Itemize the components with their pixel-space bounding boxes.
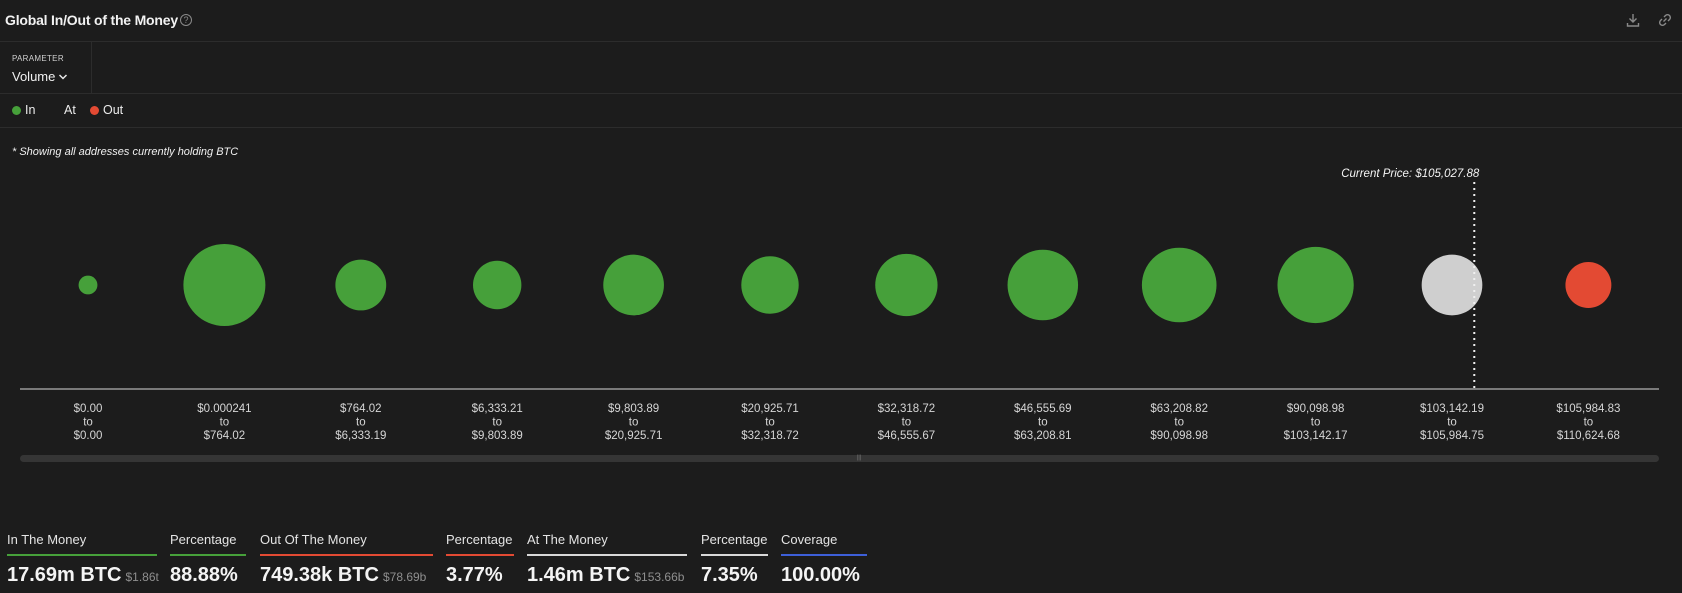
stat-label: Percentage [170,532,237,547]
stat-label: At The Money [527,532,608,547]
legend-item-out[interactable]: Out [103,103,124,117]
tick-label: $103,142.17 [1284,430,1348,442]
page-title: Global In/Out of the Money [5,12,178,28]
tick-label: $63,208.81 [1014,430,1072,442]
legend: In At Out [0,94,1682,128]
parameter-bar: PARAMETER Volume [0,42,1682,94]
scrollbar-grip-icon[interactable]: ||| [856,455,862,461]
bubble-0[interactable] [78,275,98,295]
tick-label: $46,555.67 [878,430,936,442]
bubble-3[interactable] [473,260,522,310]
tick-label: $32,318.72 [741,430,799,442]
tick-label: $0.00 [74,403,103,415]
bubble-5[interactable] [741,256,799,314]
stat-subvalue: $153.66b [634,570,685,584]
bubble-2[interactable] [335,259,387,311]
chart-note: * Showing all addresses currently holdin… [12,146,239,158]
stat-value: 17.69m BTC $1.86t [7,564,159,586]
tick-label: to [356,417,366,429]
tick-label: $63,208.82 [1150,403,1208,415]
stat-label: In The Money [7,532,87,547]
legend-item-at[interactable]: At [64,103,76,117]
bubble-4[interactable] [603,254,664,316]
legend-dot-out [90,106,99,115]
tick-label: $0.000241 [197,403,251,415]
tick-label: $105,984.83 [1556,403,1620,415]
tick-label: $32,318.72 [878,403,936,415]
tick-label: $90,098.98 [1150,430,1208,442]
bubble-6[interactable] [875,253,938,317]
stat-label: Percentage [701,532,768,547]
tick-label: $90,098.98 [1287,403,1345,415]
tick-label: to [1311,417,1321,429]
stat-underline [446,554,514,556]
stat-label: Out Of The Money [260,532,367,547]
parameter-label: PARAMETER [12,54,64,63]
bubble-7[interactable] [1007,249,1079,321]
stat-underline [260,554,433,556]
question-circle-icon[interactable]: ? [180,14,192,26]
stat-underline [170,554,246,556]
bubble-8[interactable] [1141,247,1217,323]
stat-underline [781,554,867,556]
stat-label: Coverage [781,532,838,547]
tick-label: $9,803.89 [608,403,659,415]
stat-subvalue: $78.69b [382,570,427,584]
legend-dot-in [12,106,21,115]
bubble-11[interactable] [1565,262,1612,308]
parameter-select[interactable]: PARAMETER Volume [0,42,92,94]
bubble-10[interactable] [1421,254,1483,316]
tick-label: $6,333.19 [335,430,386,442]
link-icon[interactable] [1656,11,1674,29]
tick-label: $110,624.68 [1557,430,1620,442]
download-icon[interactable] [1624,11,1642,29]
tick-label: $105,984.75 [1420,430,1484,442]
stat-underline [527,554,687,556]
stat-underline [701,554,768,556]
tick-label: $764.02 [204,430,246,442]
stat-value: 7.35% [701,564,758,586]
stat-subvalue: $1.86t [125,570,159,584]
tick-label: to [1447,417,1457,429]
stat-underline [7,554,157,556]
tick-label: $46,555.69 [1014,403,1072,415]
legend-item-in[interactable]: In [25,103,36,117]
current-price-label: Current Price: $105,027.88 [1341,168,1480,180]
bubble-9[interactable] [1277,246,1354,324]
tick-label: to [220,417,230,429]
header: Global In/Out of the Money ? [0,0,1682,42]
parameter-value[interactable]: Volume [12,69,56,84]
stat-value: 749.38k BTC $78.69b [260,564,427,586]
tick-label: $103,142.19 [1420,403,1484,415]
tick-label: to [492,417,502,429]
bubble-1[interactable] [183,244,266,326]
tick-label: to [765,417,775,429]
chevron-down-icon[interactable] [58,73,68,81]
tick-label: $20,925.71 [605,430,663,442]
stat-value: 3.77% [446,564,503,586]
tick-label: $20,925.71 [741,403,799,415]
tick-label: to [1038,417,1048,429]
tick-label: $764.02 [340,403,382,415]
tick-label: to [1584,417,1594,429]
tick-label: $9,803.89 [472,430,523,442]
tick-label: to [83,417,93,429]
bubble-chart: $0.00to$0.00$0.000241to$764.02$764.02to$… [20,168,1659,442]
tick-label: to [1174,417,1184,429]
stat-label: Percentage [446,532,513,547]
stat-value: 100.00% [781,564,860,586]
stat-value: 88.88% [170,564,238,586]
tick-label: $0.00 [74,430,103,442]
stat-value: 1.46m BTC $153.66b [527,564,685,586]
tick-label: $6,333.21 [472,403,523,415]
tick-label: to [629,417,639,429]
tick-label: to [902,417,912,429]
chart-scrollbar[interactable]: ||| [20,455,1659,462]
